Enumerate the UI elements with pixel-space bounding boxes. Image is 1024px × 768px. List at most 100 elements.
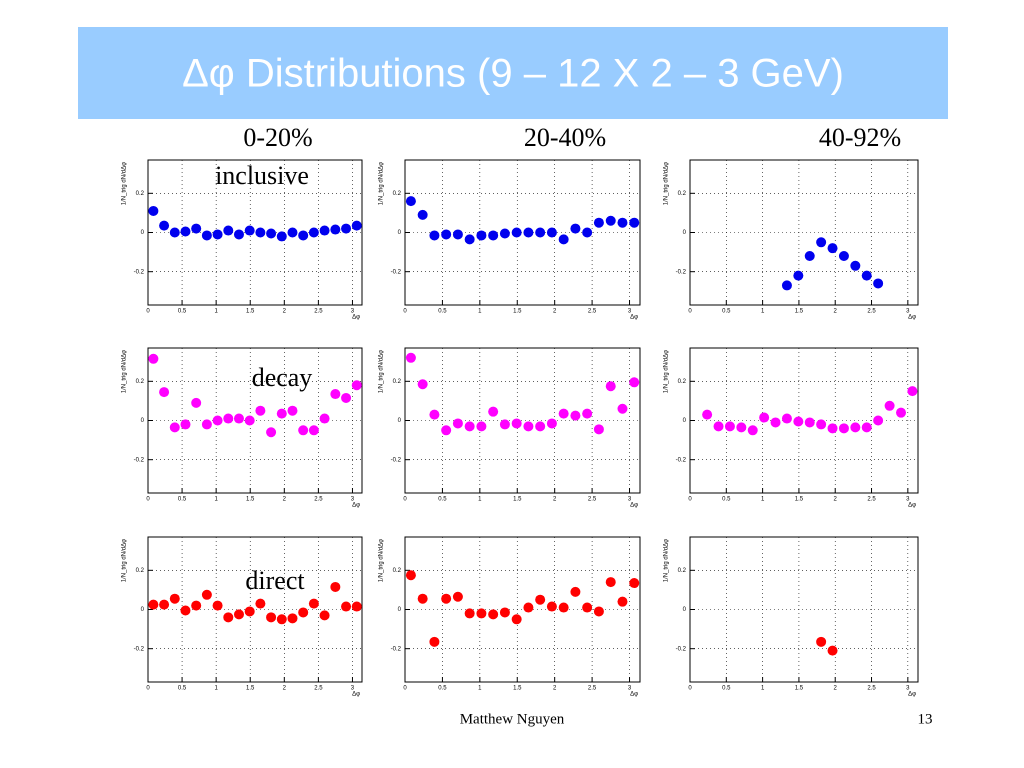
x-tick-label: 2.5 (867, 309, 876, 315)
point (233, 609, 244, 620)
x-tick-label: 2 (283, 686, 287, 692)
point (861, 422, 872, 433)
y-tick-label: 0.2 (393, 191, 402, 197)
point (535, 421, 546, 432)
x-tick-label: 1 (214, 309, 218, 315)
x-axis-label: Δφ (352, 692, 360, 698)
x-tick-label: 3 (906, 686, 910, 692)
x-tick-label: 0 (403, 497, 407, 503)
footer: Matthew Nguyen (460, 711, 565, 727)
point (308, 425, 319, 436)
point (850, 422, 861, 433)
y-tick-label: -0.2 (134, 646, 145, 652)
point (180, 419, 191, 430)
point (546, 418, 557, 429)
x-tick-label: 2 (283, 497, 287, 503)
point (148, 205, 159, 216)
point (488, 406, 499, 417)
point (605, 215, 616, 226)
point (464, 421, 475, 432)
x-axis-label: Δφ (908, 503, 916, 509)
x-tick-label: 3 (628, 686, 632, 692)
y-axis-label: 1/N_trig dN/dΔφ (664, 162, 670, 205)
point (255, 405, 266, 416)
point (884, 400, 895, 411)
y-tick-label: -0.2 (676, 646, 687, 652)
point (266, 612, 277, 623)
x-tick-label: 2.5 (314, 497, 323, 503)
row-label: decay (252, 363, 313, 392)
point (212, 600, 223, 611)
point (593, 217, 604, 228)
point (417, 593, 428, 604)
x-tick-label: 0 (688, 309, 692, 315)
x-tick-label: 1.5 (246, 497, 255, 503)
point (605, 577, 616, 588)
plot-frame (689, 536, 919, 683)
row-label: inclusive (215, 161, 309, 190)
x-tick-label: 0.5 (438, 686, 447, 692)
point (298, 607, 309, 618)
x-tick-label: 3 (906, 497, 910, 503)
point (319, 413, 330, 424)
x-tick-label: 0.5 (722, 309, 731, 315)
point (441, 425, 452, 436)
point (558, 234, 569, 245)
point (180, 226, 191, 237)
point (511, 418, 522, 429)
point (570, 223, 581, 234)
x-tick-label: 2.5 (314, 309, 323, 315)
point (629, 217, 640, 228)
y-tick-label: -0.2 (676, 269, 687, 275)
x-tick-label: 2 (553, 497, 557, 503)
point (341, 392, 352, 403)
y-tick-label: -0.2 (134, 269, 145, 275)
point (276, 408, 287, 419)
point (212, 415, 223, 426)
x-tick-label: 1.5 (795, 497, 804, 503)
point (713, 421, 724, 432)
point (511, 227, 522, 238)
x-tick-label: 2.5 (867, 686, 876, 692)
x-tick-label: 1.5 (246, 309, 255, 315)
point (724, 421, 735, 432)
point (523, 602, 534, 613)
point (405, 570, 416, 581)
x-tick-label: 1 (214, 686, 218, 692)
x-tick-label: 2.5 (867, 497, 876, 503)
point (298, 425, 309, 436)
point (319, 610, 330, 621)
x-tick-label: 2 (283, 309, 287, 315)
point (266, 427, 277, 438)
point (330, 581, 341, 592)
x-tick-label: 0.5 (722, 497, 731, 503)
point (298, 230, 309, 241)
x-tick-label: 2 (834, 497, 838, 503)
x-tick-label: 1 (478, 309, 482, 315)
point (605, 381, 616, 392)
point (804, 251, 815, 262)
x-tick-label: 2.5 (588, 309, 597, 315)
point (558, 408, 569, 419)
point (570, 410, 581, 421)
point (191, 223, 202, 234)
point (582, 602, 593, 613)
y-tick-label: -0.2 (134, 457, 145, 463)
row-label: direct (245, 566, 305, 595)
point (736, 422, 747, 433)
y-axis-label: 1/N_trig dN/dΔφ (122, 162, 128, 205)
point (793, 270, 804, 281)
point (441, 593, 452, 604)
point (244, 225, 255, 236)
y-tick-label: 0.2 (136, 379, 145, 385)
point (330, 224, 341, 235)
point (499, 607, 510, 618)
point (308, 598, 319, 609)
point (838, 251, 849, 262)
point (233, 229, 244, 240)
point (341, 601, 352, 612)
x-tick-label: 2.5 (588, 497, 597, 503)
point (488, 609, 499, 620)
point (405, 352, 416, 363)
point (593, 606, 604, 617)
